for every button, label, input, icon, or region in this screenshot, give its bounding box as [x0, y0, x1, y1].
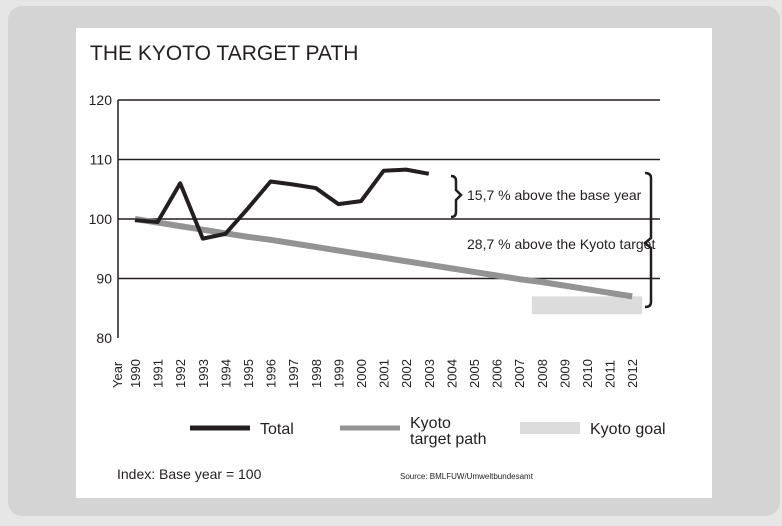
- note: Index: Base year = 100: [117, 466, 262, 482]
- series-line: [134, 167, 430, 241]
- brace: [643, 171, 653, 309]
- legend-label: Kyoto goal: [590, 421, 666, 438]
- legend-swatch: [520, 422, 580, 434]
- x-tick-label: 1994: [218, 359, 233, 388]
- x-tick-label: 2010: [580, 359, 595, 388]
- x-tick-label: 1990: [128, 359, 143, 388]
- y-tick-label: 120: [89, 92, 113, 108]
- goal-band: [531, 296, 643, 315]
- annotation: 28,7 % above the Kyoto target: [467, 236, 655, 252]
- x-tick-label: 2001: [377, 359, 392, 388]
- x-tick-label: 1992: [173, 359, 188, 388]
- chart-title: THE KYOTO TARGET PATH: [90, 42, 358, 65]
- series-line: [134, 216, 633, 300]
- y-tick-label: 100: [89, 211, 113, 227]
- x-tick-label: 2002: [399, 359, 414, 388]
- x-axis-label: Year: [110, 361, 125, 388]
- x-tick-label: 1991: [151, 359, 166, 388]
- annotation: 15,7 % above the base year: [467, 187, 642, 203]
- y-tick-label: 90: [96, 271, 112, 287]
- x-tick-label: 2009: [557, 359, 572, 388]
- x-tick-label: 2004: [444, 359, 459, 388]
- x-tick-label: 2011: [603, 360, 618, 388]
- x-tick-label: 1997: [286, 359, 301, 388]
- x-tick-label: 2003: [422, 359, 437, 388]
- x-tick-label: 1999: [331, 359, 346, 388]
- x-tick-label: 1998: [309, 359, 324, 388]
- legend-label: Kyoto target path: [410, 415, 487, 448]
- x-tick-label: 1996: [264, 359, 279, 388]
- y-tick-label: 80: [96, 330, 112, 346]
- x-tick-label: 2008: [535, 359, 550, 388]
- x-tick-label: 2005: [467, 359, 482, 388]
- y-tick-label: 110: [90, 152, 113, 168]
- x-tick-label: 1995: [241, 359, 256, 388]
- brace: [450, 174, 463, 219]
- legend-label: Total: [260, 421, 294, 438]
- x-tick-label: 2007: [512, 359, 527, 388]
- x-tick-label: 2006: [490, 359, 505, 388]
- card: [76, 28, 712, 498]
- x-tick-label: 2000: [354, 359, 369, 388]
- x-tick-label: 1993: [196, 359, 211, 388]
- source: Source: BMLFUW/Umweltbundesamt: [400, 472, 534, 481]
- x-tick-label: 2012: [625, 359, 640, 388]
